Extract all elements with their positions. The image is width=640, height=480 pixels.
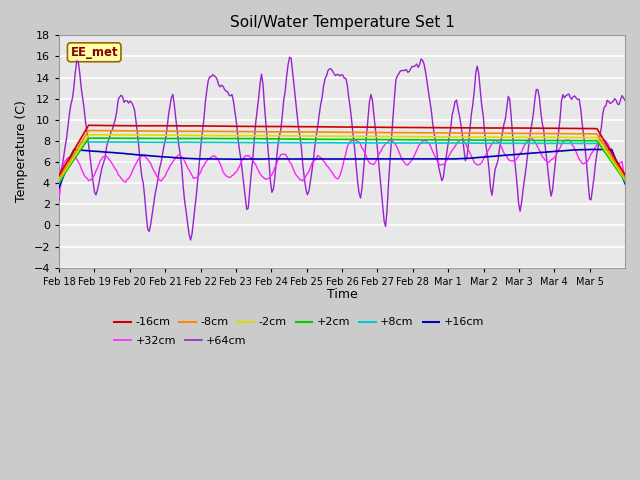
Legend: +32cm, +64cm: +32cm, +64cm bbox=[110, 332, 251, 350]
X-axis label: Time: Time bbox=[326, 288, 357, 301]
Y-axis label: Temperature (C): Temperature (C) bbox=[15, 101, 28, 203]
Title: Soil/Water Temperature Set 1: Soil/Water Temperature Set 1 bbox=[230, 15, 454, 30]
Text: EE_met: EE_met bbox=[70, 46, 118, 59]
